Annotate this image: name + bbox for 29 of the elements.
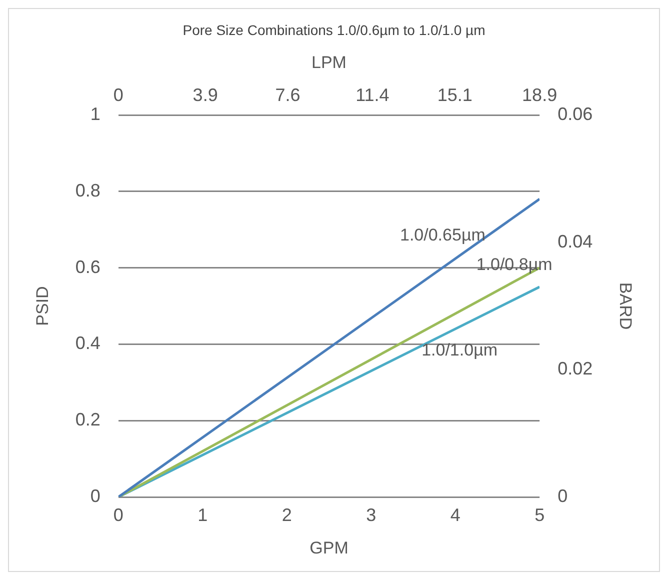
y-axis-title: PSID — [32, 286, 52, 326]
x2-tick-label: 18.9 — [522, 85, 558, 106]
x-tick-label: 4 — [450, 504, 460, 525]
x2-tick-label: 7.6 — [275, 85, 300, 106]
y-tick-label: 0.8 — [75, 180, 100, 200]
y-tick-label: 0.6 — [75, 256, 100, 277]
x2-tick-label: 3.9 — [192, 85, 218, 106]
y2-tick-label: 0 — [558, 486, 568, 506]
y-tick-label: 0.4 — [75, 333, 100, 354]
x2-tick-label: 11.4 — [356, 85, 390, 106]
y-tick-label: 1 — [90, 104, 100, 124]
series-label: 1.0/0.65µm — [400, 225, 486, 244]
x2-tick-label: 0 — [113, 85, 124, 106]
x-axis-title: GPM — [310, 538, 348, 558]
x2-tick-label: 15.1 — [437, 85, 472, 106]
x-tick-label: 5 — [534, 504, 545, 525]
x-tick-label: 0 — [113, 504, 124, 525]
series-label: 1.0/1.0µm — [422, 340, 498, 360]
y2-axis-title: BARD — [616, 282, 636, 330]
x-tick-label: 2 — [282, 504, 292, 525]
x2-axis-title: LPM — [312, 52, 346, 72]
chart-title: Pore Size Combinations 1.0/0.6µm to 1.0/1.0 µm — [182, 22, 486, 38]
y2-tick-label: 0.06 — [558, 104, 593, 124]
y2-tick-label: 0.02 — [558, 358, 593, 379]
y-tick-label: 0 — [90, 486, 100, 506]
x-tick-label: 3 — [366, 504, 376, 525]
y-tick-label: 0.2 — [75, 410, 100, 430]
x-tick-label: 1 — [198, 504, 208, 525]
y2-tick-label: 0.04 — [558, 231, 593, 252]
